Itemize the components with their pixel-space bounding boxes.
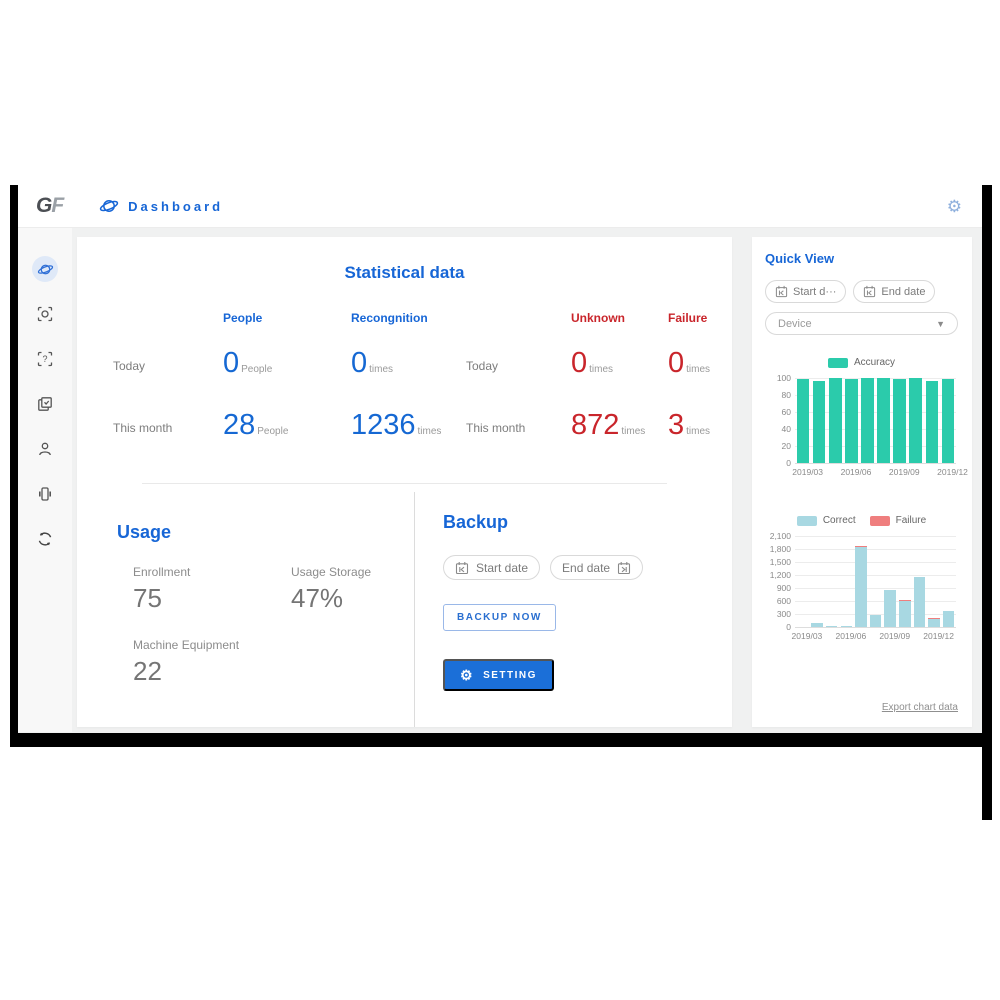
bottom-zone: Usage Enrollment 75 Usage Storage 47% [77,492,732,727]
sidebar: ? [18,228,72,732]
face-scan-icon [37,306,53,322]
correct-failure-legend: Correct Failure [765,515,958,526]
device-icon [39,487,51,501]
usage-section: Usage Enrollment 75 Usage Storage 47% [77,492,415,727]
quick-view-title: Quick View [765,251,835,266]
content-area: Statistical data People Recongnition Unk… [72,228,982,732]
stat-today-failure: 0 times [668,347,711,379]
calendar-start-icon [775,285,788,298]
settings-gear-icon[interactable]: ⚙ [946,196,962,216]
gf-logo: GF [36,194,64,218]
col-header-unknown: Unknown [571,311,625,325]
metric-enrollment: Enrollment 75 [133,565,191,613]
statistics-card: Statistical data People Recongnition Unk… [77,237,732,727]
statistics-table: People Recongnition Unknown Failure Toda… [77,311,732,469]
quick-view-start-date-input[interactable]: Start d··· [765,280,847,303]
sync-icon [38,532,52,546]
correct-failure-chart: 0 300 600 900 1,200 1,500 1,800 2,100 2019/03 20… [769,531,956,641]
backup-start-date-input[interactable]: Start date [443,555,541,580]
usage-title: Usage [117,522,172,542]
sidebar-item-face-scan[interactable] [32,301,58,327]
row-label-month: This month [113,421,173,435]
gear-icon: ⚙ [460,667,475,683]
accuracy-legend: Accuracy [765,357,958,368]
sidebar-item-sync[interactable] [32,526,58,552]
quick-view-date-row: Start d··· End date [765,280,958,303]
col-header-failure: Failure [668,311,708,325]
calendar-end-icon [618,561,631,574]
logo-letter-g: G [36,194,52,217]
metric-usage-storage: Usage Storage 47% [291,565,372,613]
calendar-start-icon [864,285,876,298]
backup-section: Backup Start date End date [415,492,732,727]
sidebar-item-records[interactable] [32,391,58,417]
backup-now-button[interactable]: BACKUP NOW [443,604,556,631]
row-label-month-right: This month [466,421,526,435]
col-header-recongnition: Recongnition [351,311,428,325]
setting-button[interactable]: ⚙ SETTING [443,659,554,691]
quick-view-panel: Quick View Start d··· End date Device [752,237,972,727]
accuracy-chart: 0 20 40 60 80 100 2019/03 2019/06 2019/09 2019/1… [776,373,968,477]
usage-metrics: Enrollment 75 Usage Storage 47% Machine … [133,565,414,687]
chevron-down-icon: ▼ [936,318,945,329]
backup-date-row: Start date End date [443,555,732,580]
stat-month-recognition: 1236 times [351,409,442,441]
top-bar: GF Dashboard ⚙ [18,185,982,228]
row-label-today-right: Today [466,359,499,373]
svg-text:?: ? [42,354,47,364]
statistics-title: Statistical data [344,263,465,282]
backup-title: Backup [443,512,509,532]
row-label-today: Today [113,359,146,373]
metric-machine-equipment: Machine Equipment 22 [133,638,240,686]
window-frame-shadow [982,747,992,820]
device-select[interactable]: Device ▼ [765,312,958,335]
stat-month-failure: 3 times [668,409,711,441]
quick-view-end-date-input[interactable]: End date [853,280,936,303]
sidebar-item-users[interactable] [32,436,58,462]
logo-letter-f: F [51,194,64,217]
app-window: GF Dashboard ⚙ ? [10,185,992,747]
planet-icon [37,264,53,274]
sidebar-item-dashboard[interactable] [32,256,58,282]
body: ? Statistical data [18,228,982,732]
stat-today-people: 0 People [223,347,273,379]
page-title: Dashboard [128,198,224,214]
stat-month-unknown: 872 times [571,409,646,441]
stat-today-unknown: 0 times [571,347,614,379]
sidebar-item-unknown-records[interactable]: ? [32,346,58,372]
section-divider [142,483,667,484]
backup-end-date-input[interactable]: End date [550,555,644,580]
dashboard-title: Dashboard [99,196,223,216]
scan-question-icon: ? [37,351,53,367]
stat-month-people: 28 People [223,409,289,441]
export-chart-data-link[interactable]: Export chart data [881,702,958,713]
calendar-start-icon [455,561,469,574]
col-header-people: People [223,311,263,325]
stat-today-recognition: 0 times [351,347,394,379]
sidebar-item-devices[interactable] [32,481,58,507]
user-icon [39,442,51,456]
copy-pages-icon [38,397,52,411]
planet-icon [99,196,119,216]
